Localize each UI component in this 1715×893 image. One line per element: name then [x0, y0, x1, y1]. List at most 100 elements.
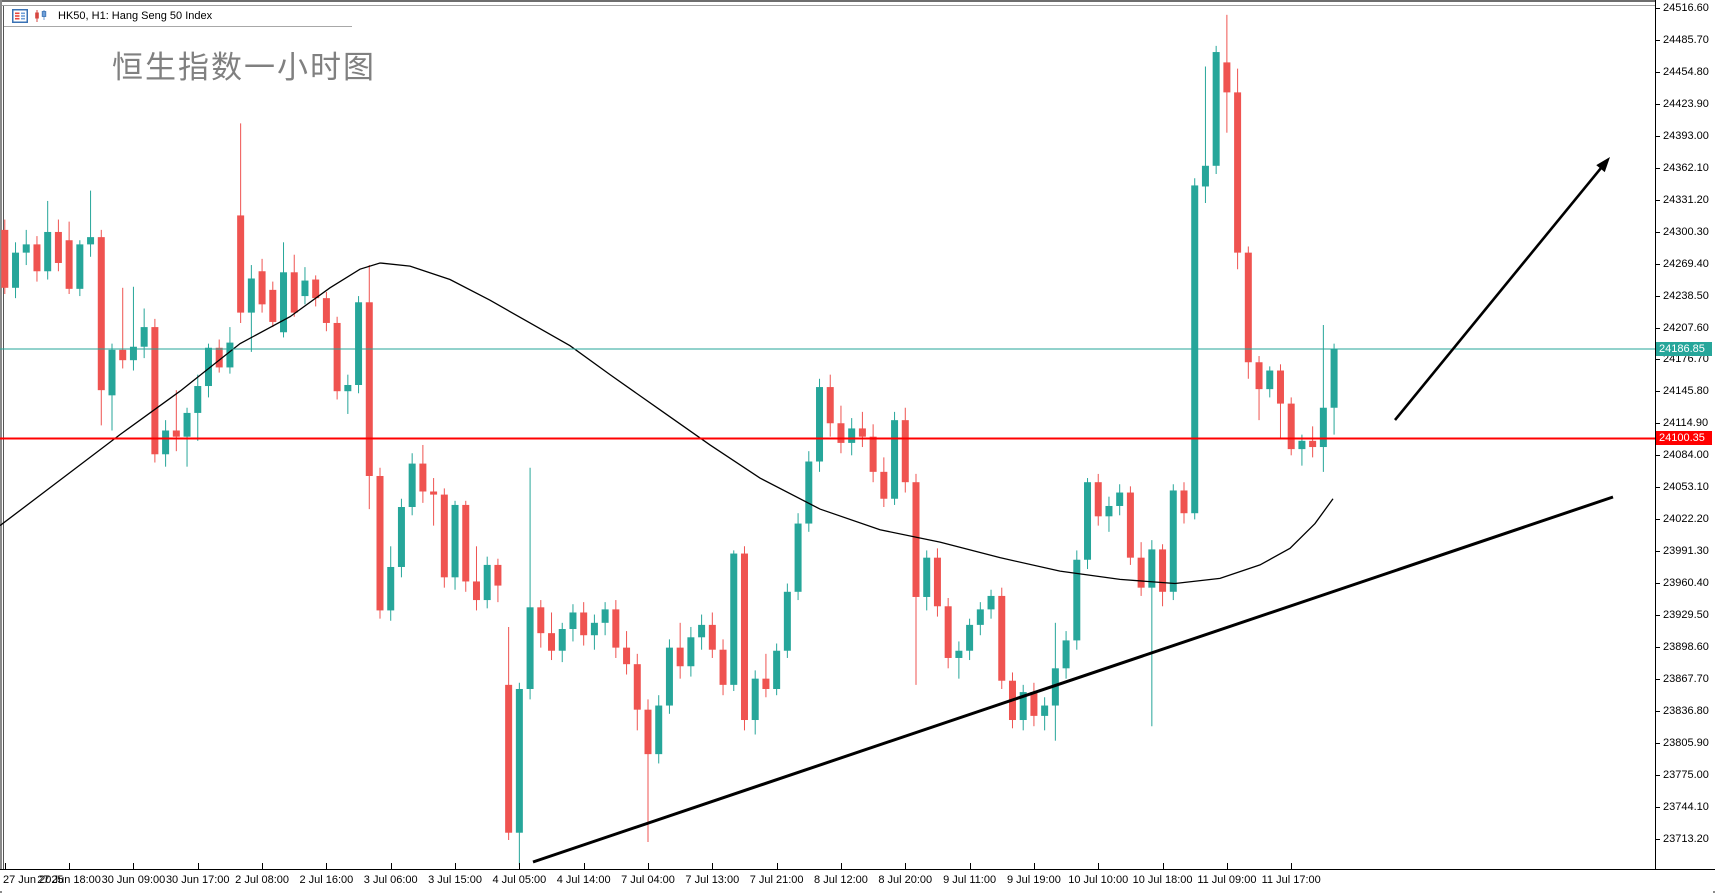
candle-body — [1180, 490, 1188, 514]
candle-body — [1223, 62, 1231, 93]
candle-body — [1201, 165, 1209, 187]
candle-body — [97, 237, 105, 391]
candle-body — [312, 279, 320, 299]
price-axis-tick — [1656, 135, 1660, 137]
time-axis-tick — [326, 863, 328, 870]
trend-arrow-line[interactable] — [1393, 165, 1604, 421]
candle-body — [644, 709, 652, 755]
moving-average-line[interactable] — [0, 262, 1334, 585]
candle-body — [76, 244, 84, 289]
price-axis-label: 24300.30 — [1663, 225, 1709, 238]
chart-annotation-label[interactable]: 恒生指数一小时图 — [112, 50, 376, 86]
time-axis-label: 30 Jun 09:00 — [101, 874, 166, 886]
candle-body — [226, 342, 234, 368]
time-axis-tick — [197, 863, 199, 870]
time-axis-tick — [648, 863, 649, 870]
candle-body — [826, 387, 834, 424]
time-axis-label: 8 Jul 20:00 — [878, 874, 933, 886]
candle-body — [944, 606, 952, 658]
candle-body — [505, 684, 513, 833]
price-axis-tick — [1656, 742, 1660, 744]
candle-body — [633, 664, 641, 710]
time-axis-tick — [4, 863, 6, 870]
candle-body — [301, 280, 309, 297]
time-axis[interactable]: 27 Jun 2025 27 Jun 18:00 30 Jun 09:00 30 Ju… — [0, 863, 1715, 891]
time-axis-label: 3 Jul 06:00 — [363, 874, 418, 886]
price-axis-label: 24176.70 — [1663, 353, 1709, 366]
time-axis-label: 4 Jul 14:00 — [556, 874, 611, 886]
candle-body — [1287, 403, 1295, 450]
time-axis-tick — [905, 863, 907, 870]
candle-body — [258, 271, 266, 305]
candle-body — [1244, 252, 1252, 363]
price-axis-tick — [1656, 710, 1660, 712]
time-axis-label: 27 Jun 2025 — [3, 874, 64, 886]
candle-body — [419, 463, 427, 492]
price-axis-tick — [1656, 583, 1660, 585]
price-axis-label: 23991.30 — [1663, 545, 1709, 558]
price-axis-tick — [1656, 647, 1660, 648]
price-axis-tick — [1656, 103, 1660, 105]
candle-body — [22, 244, 30, 253]
candle-body — [998, 595, 1006, 681]
candle-body — [933, 557, 941, 607]
candle-body — [837, 423, 845, 443]
candle-body — [1, 229, 9, 288]
window-top-border-inner — [0, 5, 1715, 6]
candle-body — [290, 272, 298, 313]
price-axis-label: 24114.90 — [1663, 417, 1709, 430]
candle-body — [783, 591, 791, 651]
price-axis-label: 23898.60 — [1663, 641, 1709, 653]
chart-title: HK50, H1: Hang Seng 50 Index — [58, 10, 213, 22]
time-axis-label: 2 Jul 16:00 — [299, 874, 354, 886]
candle-body — [1073, 559, 1081, 641]
candle-body — [848, 428, 856, 443]
candle-body — [515, 688, 523, 833]
time-axis-tick — [969, 863, 971, 870]
candle-body — [54, 231, 62, 263]
candle-body — [483, 564, 491, 601]
price-axis-label: 24084.00 — [1663, 449, 1709, 462]
time-axis-tick — [1033, 863, 1035, 870]
candle-body — [1041, 705, 1049, 716]
price-axis-tick — [1656, 678, 1660, 680]
trendline[interactable] — [532, 495, 1614, 864]
candle-body — [194, 386, 202, 413]
candle-body — [976, 609, 984, 625]
candle-body — [698, 624, 706, 638]
candle-body — [494, 564, 502, 586]
time-axis-tick — [390, 863, 392, 870]
candle-body — [387, 566, 395, 611]
candlestick-chart[interactable] — [0, 0, 1655, 869]
price-axis-label: 23929.50 — [1663, 609, 1709, 622]
candle-body — [816, 387, 824, 462]
candle-body — [1116, 492, 1124, 506]
price-axis-tick — [1656, 487, 1660, 489]
price-axis-tick — [1656, 455, 1660, 457]
candle-body — [1105, 505, 1113, 517]
candle-body — [891, 420, 899, 499]
candle-body — [430, 491, 438, 495]
candle-body — [183, 412, 191, 437]
candle-body — [1084, 482, 1092, 560]
candle-body — [558, 629, 566, 651]
candle-body — [269, 289, 277, 322]
candle-body — [247, 278, 255, 313]
candle-body — [108, 349, 116, 396]
candle-body — [730, 553, 738, 685]
trend-arrow-head[interactable] — [1596, 157, 1610, 173]
price-axis-tick — [1656, 71, 1660, 73]
price-axis-label: 24238.50 — [1663, 289, 1709, 302]
candle-body — [365, 302, 373, 476]
price-axis-tick — [1656, 359, 1660, 361]
price-axis-tick — [1656, 615, 1660, 617]
candle-body — [1319, 407, 1327, 448]
candle-body — [1330, 348, 1338, 408]
candle-body — [601, 609, 609, 623]
candle-body — [1137, 557, 1145, 588]
time-axis-tick — [262, 863, 264, 870]
time-axis-tick — [1226, 863, 1228, 870]
candle-body — [623, 647, 631, 665]
candle-body — [1148, 549, 1156, 588]
